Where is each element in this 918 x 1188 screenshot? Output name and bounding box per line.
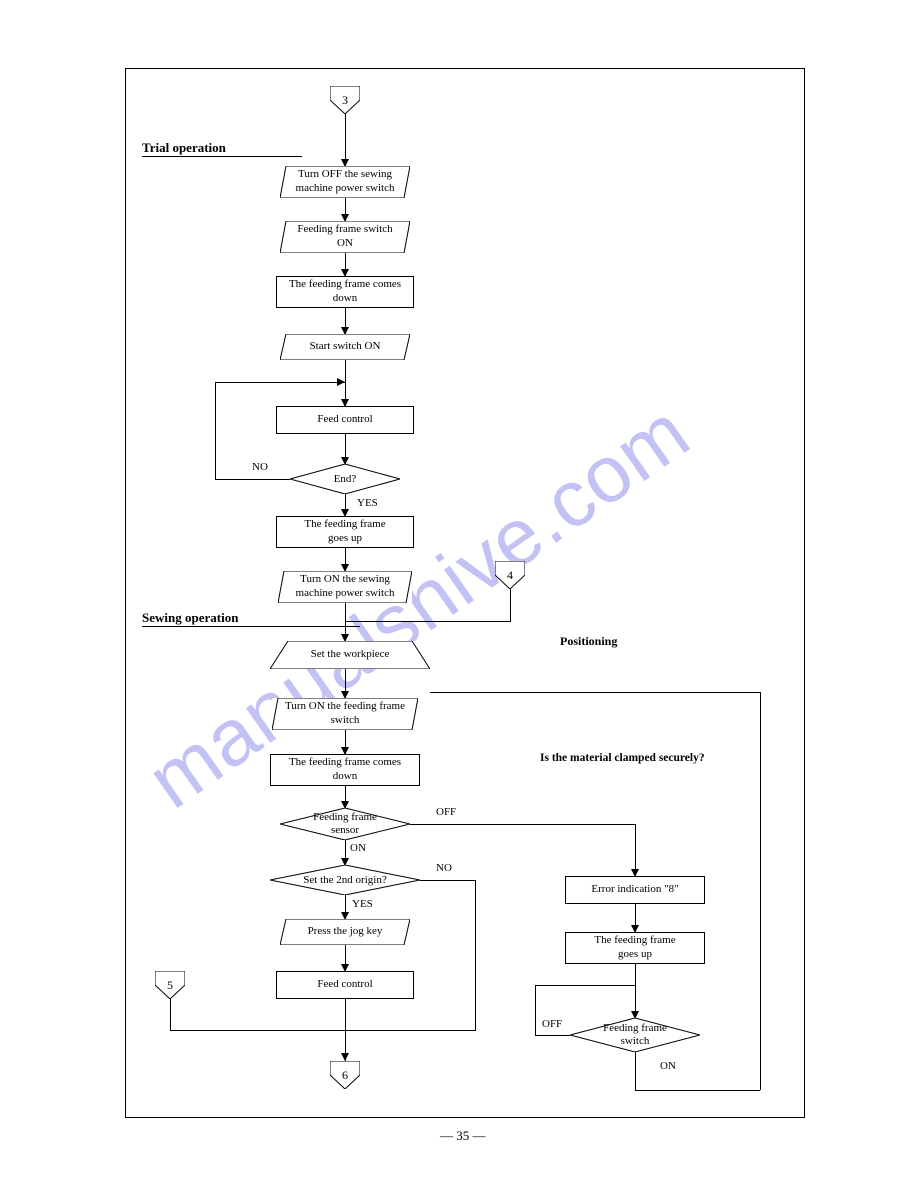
edge-c4-v (510, 589, 511, 621)
label-d1-yes: YES (357, 497, 378, 509)
label-d4-on: ON (660, 1060, 676, 1072)
decision-2nd-origin: Set the 2nd origin? (270, 865, 420, 895)
node-turn-off-power-label: Turn OFF the sewingmachine power switch (280, 166, 410, 198)
edge-e2-d4 (635, 964, 636, 1018)
node-press-jog-key-label: Press the jog key (280, 919, 410, 945)
node-ff-goes-up-2-label: The feeding framegoes up (594, 934, 675, 962)
node-ff-comes-down-2-label: The feeding frame comesdown (289, 756, 401, 784)
clamped-question: Is the material clamped securely? (540, 752, 705, 764)
node-feed-control-2-label: Feed control (317, 978, 372, 992)
edge-c4-h (345, 621, 511, 622)
node-start-switch-on-label: Start switch ON (280, 334, 410, 360)
edge-d1-no-v (215, 382, 216, 479)
decision-ff-switch-label: Feeding frameswitch (570, 1018, 700, 1052)
decision-2nd-origin-label: Set the 2nd origin? (270, 865, 420, 895)
label-d4-off: OFF (542, 1018, 562, 1030)
edge-d4-on-v2 (760, 692, 761, 1090)
section-sewing-underline (142, 626, 360, 627)
node-feed-control-1: Feed control (276, 406, 414, 434)
connector-6: 6 (330, 1061, 360, 1089)
node-ff-switch-on: Feeding frame switchON (280, 221, 410, 253)
edge-d2-off-h (410, 824, 635, 825)
connector-3: 3 (330, 86, 360, 114)
connector-6-label: 6 (330, 1061, 360, 1089)
arrow-into-c6 (341, 1053, 349, 1061)
label-d2-on: ON (350, 842, 366, 854)
edge-d3-no-h (420, 880, 475, 881)
edge-d4-off-h1 (535, 1035, 570, 1036)
label-d2-off: OFF (436, 806, 456, 818)
node-error-8: Error indication "8" (565, 876, 705, 904)
edge-d4-on-h2 (430, 692, 760, 693)
node-ff-switch-on-label: Feeding frame switchON (280, 221, 410, 253)
node-set-workpiece-label: Set the workpiece (270, 641, 430, 669)
edge-d4-on-v1 (635, 1052, 636, 1090)
node-turn-on-power-label: Turn ON the sewingmachine power switch (278, 571, 412, 603)
connector-4: 4 (495, 561, 525, 589)
decision-end: End? (290, 464, 400, 494)
section-trial-underline (142, 156, 302, 157)
edge-d4-off-h2 (535, 985, 635, 986)
edge-c5-v (170, 999, 171, 1030)
section-sewing-title: Sewing operation (142, 610, 238, 626)
page-number: — 35 — (440, 1128, 486, 1144)
node-ff-comes-down-1: The feeding frame comesdown (276, 276, 414, 308)
edge-d3-no-v (475, 880, 476, 1030)
decision-ff-sensor-label: Feeding framesensor (280, 808, 410, 840)
node-ff-comes-down-1-label: The feeding frame comesdown (289, 278, 401, 306)
node-start-switch-on: Start switch ON (280, 334, 410, 360)
node-press-jog-key: Press the jog key (280, 919, 410, 945)
node-set-workpiece: Set the workpiece (270, 641, 430, 669)
label-d3-no: NO (436, 862, 452, 874)
decision-ff-sensor: Feeding framesensor (280, 808, 410, 840)
connector-5-label: 5 (155, 971, 185, 999)
node-error-8-label: Error indication "8" (591, 883, 678, 897)
section-trial-title: Trial operation (142, 140, 226, 156)
node-ff-goes-up-1-label: The feeding framegoes up (304, 518, 385, 546)
connector-3-label: 3 (330, 86, 360, 114)
arrow-d1-no (337, 378, 345, 386)
node-turn-on-power: Turn ON the sewingmachine power switch (278, 571, 412, 603)
edge-d3-no-h2 (345, 1030, 476, 1031)
node-turn-on-ff-switch: Turn ON the feeding frameswitch (272, 698, 418, 730)
node-ff-goes-up-2: The feeding framegoes up (565, 932, 705, 964)
node-turn-on-ff-switch-label: Turn ON the feeding frameswitch (272, 698, 418, 730)
node-feed-control-2: Feed control (276, 971, 414, 999)
node-turn-off-power: Turn OFF the sewingmachine power switch (280, 166, 410, 198)
connector-4-label: 4 (495, 561, 525, 589)
edge-d1-no-h2 (215, 382, 345, 383)
connector-5: 5 (155, 971, 185, 999)
label-d3-yes: YES (352, 898, 373, 910)
node-feed-control-1-label: Feed control (317, 413, 372, 427)
edge-d4-on-h (635, 1090, 760, 1091)
node-ff-goes-up-1: The feeding framegoes up (276, 516, 414, 548)
node-ff-comes-down-2: The feeding frame comesdown (270, 754, 420, 786)
positioning-label: Positioning (560, 634, 617, 649)
decision-ff-switch: Feeding frameswitch (570, 1018, 700, 1052)
label-d1-no: NO (252, 461, 268, 473)
decision-end-label: End? (290, 464, 400, 494)
edge-d4-off-v (535, 985, 536, 1035)
edge-c5-h (170, 1030, 345, 1031)
edge-d1-no-h1 (215, 479, 290, 480)
